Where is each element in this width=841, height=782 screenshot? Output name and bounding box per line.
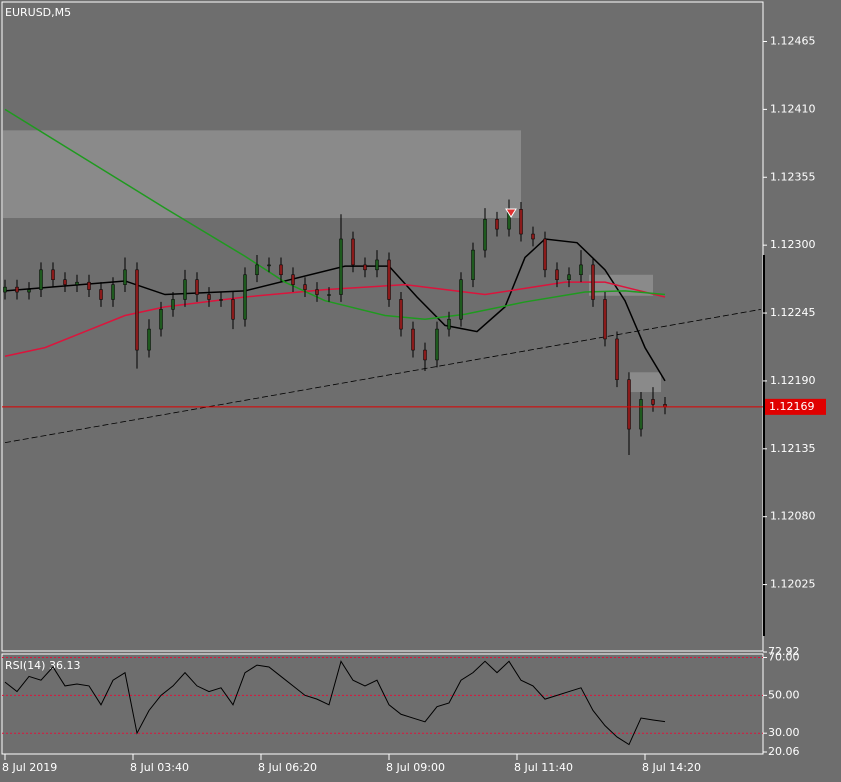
candle-body <box>279 264 283 276</box>
trendline <box>4 308 762 444</box>
y-tick-label: 72.92 <box>768 645 800 658</box>
candle-body <box>303 284 307 290</box>
price-panel <box>1 1 764 652</box>
candle-body <box>327 294 331 296</box>
candle-body <box>207 294 211 300</box>
candle-body <box>411 328 415 351</box>
x-tick-label: 8 Jul 14:20 <box>642 761 701 774</box>
candle-body <box>627 379 631 430</box>
candle-body <box>435 328 439 361</box>
candle-body <box>471 249 475 280</box>
y-tick-label: 1.12245 <box>770 306 816 319</box>
sell-arrow <box>505 208 517 218</box>
candle-body <box>387 259 391 300</box>
candle-body <box>447 318 451 330</box>
candle-body <box>171 299 175 310</box>
candle-body <box>639 399 643 430</box>
moving-average <box>4 108 666 320</box>
x-tick-label: 8 Jul 2019 <box>2 761 57 774</box>
y-tick-label: 1.12465 <box>770 34 816 47</box>
current-price-box <box>765 398 826 415</box>
y-tick-label: 1.12190 <box>770 374 816 387</box>
candle-body <box>51 269 55 280</box>
moving-average <box>4 238 666 382</box>
candle-body <box>267 264 271 267</box>
candle-body <box>231 299 235 320</box>
current-price-label: 1.12169 <box>769 400 815 413</box>
x-tick-label: 8 Jul 03:40 <box>130 761 189 774</box>
candle-body <box>375 259 379 271</box>
candle-body <box>75 281 79 285</box>
y-tick-label: 1.12135 <box>770 442 816 455</box>
candle-body <box>183 279 187 300</box>
candle-body <box>27 289 31 293</box>
rsi-line <box>4 660 666 746</box>
candle-body <box>195 279 199 295</box>
candle-body <box>219 299 223 301</box>
candle-body <box>363 264 367 271</box>
candle-body <box>531 233 535 240</box>
x-tick-label: 8 Jul 06:20 <box>258 761 317 774</box>
candle-body <box>459 279 463 320</box>
candle-body <box>315 289 319 295</box>
moving-average <box>4 281 666 357</box>
candle-body <box>483 218 487 251</box>
candle-body <box>543 238 547 271</box>
x-tick-label: 8 Jul 09:00 <box>386 761 445 774</box>
candle-body <box>243 274 247 320</box>
candle-body <box>39 269 43 290</box>
y-tick-label: 1.12355 <box>770 170 816 183</box>
candle-body <box>351 238 355 266</box>
y-tick-label: 70.00 <box>768 651 800 664</box>
candle-body <box>579 264 583 276</box>
candle-body <box>99 289 103 300</box>
candle-body <box>555 269 559 280</box>
candle-body <box>111 284 115 300</box>
rsi-title: RSI(14) 36.13 <box>5 659 80 672</box>
y-tick-label: 1.12300 <box>770 238 816 251</box>
candle-body <box>603 299 607 340</box>
candle-body <box>123 269 127 285</box>
y-tick-label: 1.12410 <box>770 102 816 115</box>
candle-body <box>495 218 499 230</box>
rsi-panel <box>1 653 764 755</box>
candle-body <box>339 238 343 295</box>
zone <box>629 372 661 393</box>
y-tick-label: 30.00 <box>768 726 800 739</box>
candle-body <box>519 209 523 235</box>
candle-body <box>255 264 259 276</box>
y-tick-label: 1.12025 <box>770 578 816 591</box>
candle-body <box>63 279 67 285</box>
chart-title: EURUSD,M5 <box>5 6 71 19</box>
x-tick-label: 8 Jul 11:40 <box>514 761 573 774</box>
y-tick-label: 20.06 <box>768 745 800 758</box>
y-tick-label: 50.00 <box>768 688 800 701</box>
candle-body <box>291 274 295 285</box>
candle-body <box>147 328 151 351</box>
y-tick-label: 1.12080 <box>770 510 816 523</box>
candle-body <box>567 274 571 280</box>
candle-body <box>591 264 595 300</box>
zone <box>3 130 521 218</box>
candle-body <box>135 269 139 351</box>
candle-body <box>615 338 619 380</box>
candle-body <box>399 299 403 330</box>
candle-body <box>87 281 91 290</box>
candle-body <box>651 399 655 405</box>
candle-body <box>15 286 19 293</box>
candle-body <box>159 309 163 330</box>
candle-body <box>3 286 7 293</box>
candle-body <box>423 349 427 361</box>
